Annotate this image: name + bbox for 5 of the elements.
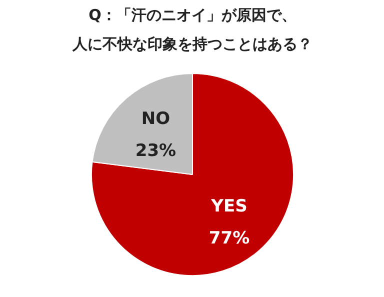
data-label: 77%: [208, 228, 250, 249]
data-label: 23%: [135, 140, 176, 161]
chart-title: Q：「汗のニオイ」が原因で、人に不快な印象を持つことはある？: [72, 6, 312, 53]
slice-label: NO: [141, 109, 170, 130]
slice-label: YES: [210, 196, 248, 217]
